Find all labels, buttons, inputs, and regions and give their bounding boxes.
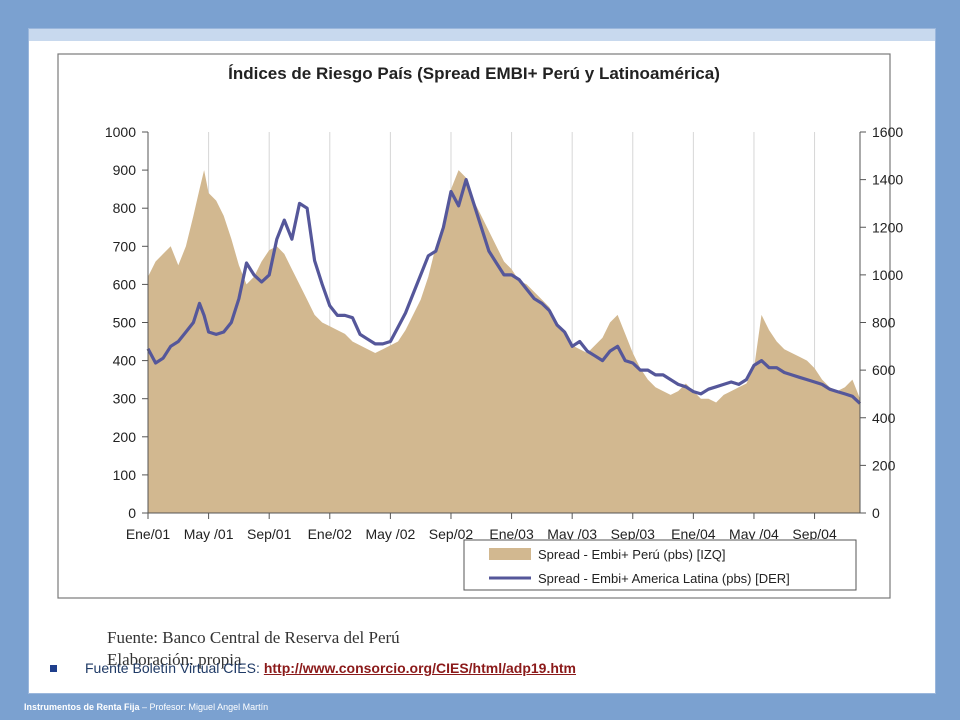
x-tick-label: Sep/03: [611, 526, 656, 542]
y-left-tick-label: 1000: [105, 124, 136, 140]
y-right-tick-label: 800: [872, 315, 896, 331]
x-tick-label: May /03: [547, 526, 597, 542]
series-latam-line: [146, 178, 862, 405]
y-right-tick-label: 1000: [872, 267, 903, 283]
chart-legend: Spread - Embi+ Perú (pbs) [IZQ] Spread -…: [463, 539, 857, 591]
y-left-tick-label: 0: [128, 505, 136, 521]
y-right-tick-label: 200: [872, 457, 896, 473]
footer-professor: – Profesor: Miguel Angel Martín: [139, 702, 269, 712]
x-tick-label: Ene/01: [126, 526, 171, 542]
slide-top-band: [29, 29, 935, 41]
y-left-tick-label: 700: [113, 238, 137, 254]
y-left-tick-label: 900: [113, 162, 137, 178]
slide-frame: Índices de Riesgo País (Spread EMBI+ Per…: [28, 28, 936, 694]
series-peru-area: [148, 170, 860, 513]
legend-swatch-peru: [489, 548, 531, 560]
bullet-text: Fuente Boletín Virtual CIES:: [85, 660, 260, 676]
y-left-tick-label: 200: [113, 429, 137, 445]
x-tick-label: Sep/01: [247, 526, 292, 542]
bullet-item: Fuente Boletín Virtual CIES: http://www.…: [50, 660, 576, 676]
y-right-tick-label: 1200: [872, 219, 903, 235]
chart-svg: Índices de Riesgo País (Spread EMBI+ Per…: [57, 53, 904, 599]
axis-layer: 0 100 200 300 400 500 600 700 800 900 1000 0 200 400 6…: [105, 124, 904, 542]
x-tick-label: Sep/04: [792, 526, 837, 542]
x-tick-label: Ene/02: [308, 526, 353, 542]
x-tick-label: Ene/04: [671, 526, 716, 542]
area-layer: [148, 170, 860, 513]
x-tick-label: May /02: [365, 526, 415, 542]
y-right-tick-label: 600: [872, 362, 896, 378]
source-line-1: Fuente: Banco Central de Reserva del Per…: [107, 628, 400, 647]
x-tick-label: May /04: [729, 526, 779, 542]
y-left-tick-label: 400: [113, 353, 137, 369]
square-bullet-icon: [50, 664, 57, 672]
x-tick-label: Ene/03: [489, 526, 534, 542]
legend-label-latam: Spread - Embi+ America Latina (pbs) [DER…: [538, 571, 790, 586]
footer: Instrumentos de Renta Fija – Profesor: M…: [24, 702, 268, 712]
line-layer: [146, 178, 862, 405]
source-note: Fuente: Banco Central de Reserva del Per…: [107, 627, 400, 671]
footer-course: Instrumentos de Renta Fija: [24, 702, 140, 712]
x-tick-label: May /01: [184, 526, 234, 542]
y-left-tick-label: 300: [113, 391, 137, 407]
source-line-2: Elaboración: propia: [107, 650, 242, 669]
legend-label-peru: Spread - Embi+ Perú (pbs) [IZQ]: [538, 547, 725, 562]
y-right-tick-label: 1400: [872, 172, 903, 188]
y-left-tick-label: 500: [113, 315, 137, 331]
y-right-tick-label: 400: [872, 410, 896, 426]
y-left-tick-label: 800: [113, 200, 137, 216]
cies-link[interactable]: http://www.consorcio.org/CIES/html/adp19…: [263, 660, 577, 676]
y-left-tick-label: 100: [113, 467, 137, 483]
chart-title: Índices de Riesgo País (Spread EMBI+ Per…: [228, 64, 720, 83]
y-right-tick-label: 0: [872, 505, 880, 521]
x-tick-label: Sep/02: [429, 526, 474, 542]
y-left-tick-label: 600: [113, 276, 137, 292]
y-right-tick-label: 1600: [872, 124, 903, 140]
chart-panel: Índices de Riesgo País (Spread EMBI+ Per…: [52, 48, 904, 608]
